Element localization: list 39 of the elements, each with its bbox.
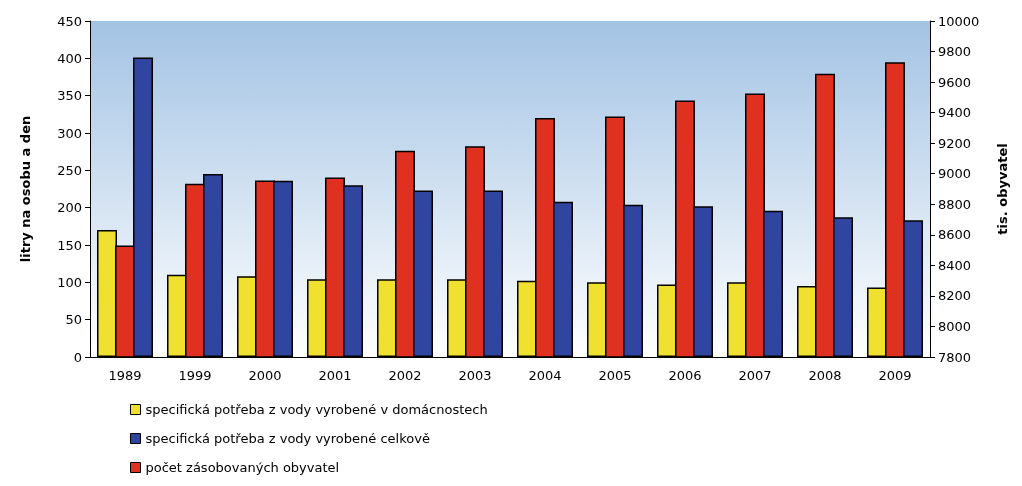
- y-tick-label: 100: [57, 274, 82, 290]
- y-tick-label: 450: [57, 13, 82, 29]
- x-tick-label: 2006: [668, 368, 702, 383]
- x-tick-label: 2004: [528, 368, 562, 383]
- y-tick-label: 250: [57, 162, 82, 178]
- legend-label: specifická potřeba z vody vyrobené v domácnostech: [145, 402, 488, 417]
- y2-tick-label: 9200: [938, 135, 972, 151]
- x-tick-label: 2000: [248, 368, 282, 383]
- x-tick-label: 1999: [178, 368, 212, 383]
- y2-tick-label: 8800: [938, 196, 972, 212]
- x-tick-label: 2009: [878, 368, 912, 383]
- y-tick-label: 50: [65, 312, 82, 328]
- y2-tick-label: 10000: [938, 13, 980, 29]
- y2-tick-label: 7800: [938, 349, 972, 365]
- legend-label: specifická potřeba z vody vyrobené celkově: [145, 431, 430, 446]
- y2-tick-label: 8400: [938, 257, 972, 273]
- y-axis-title: litry na osobu a den: [18, 115, 33, 263]
- x-tick-label: 2008: [808, 368, 842, 383]
- x-tick-label: 2003: [458, 368, 492, 383]
- y2-axis-title: tis. obyvatel: [995, 143, 1010, 235]
- x-tick-label: 1989: [108, 368, 142, 383]
- y-tick-label: 400: [57, 50, 82, 66]
- x-tick-label: 2001: [318, 368, 352, 383]
- y-tick-label: 0: [73, 349, 82, 365]
- y2-tick-label: 9600: [938, 74, 972, 90]
- y2-tick-label: 8000: [938, 318, 972, 334]
- x-tick-label: 2002: [388, 368, 422, 383]
- legend-label: počet zásobovaných obyvatel: [145, 460, 340, 475]
- y2-tick-label: 9400: [938, 105, 972, 121]
- y-tick-label: 350: [57, 88, 82, 104]
- x-tick-label: 2007: [738, 368, 772, 383]
- y-tick-label: 200: [57, 200, 82, 216]
- y2-tick-label: 8200: [938, 288, 972, 304]
- y2-tick-label: 9800: [938, 44, 972, 60]
- y-tick-label: 150: [57, 237, 82, 253]
- x-tick-label: 2005: [598, 368, 632, 383]
- y-tick-label: 300: [57, 125, 82, 141]
- y2-tick-label: 9000: [938, 166, 972, 182]
- y2-tick-label: 8600: [938, 227, 972, 243]
